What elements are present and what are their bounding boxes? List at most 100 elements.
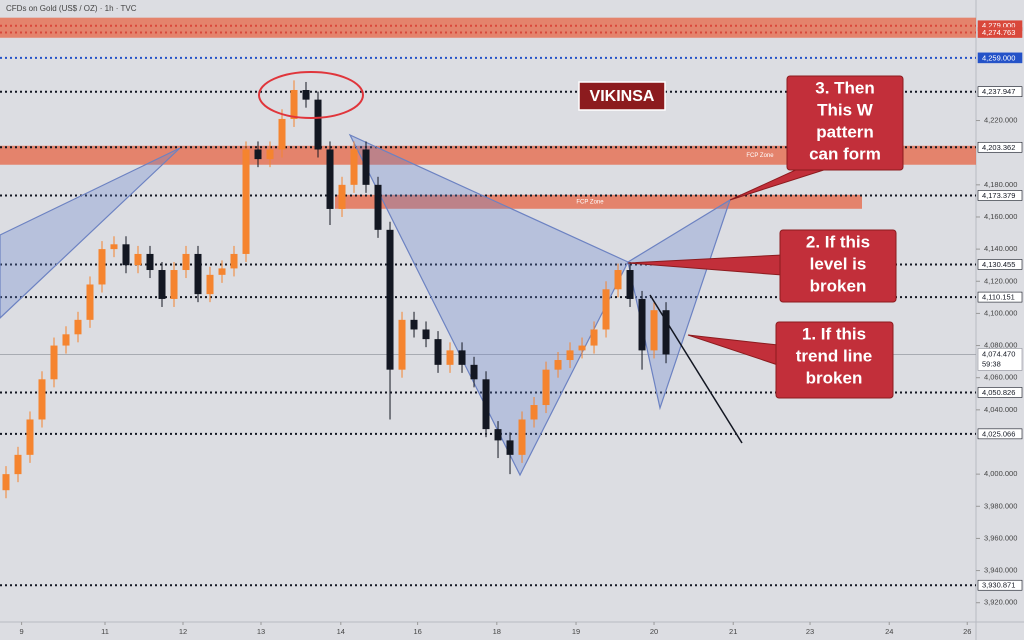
- candle-body: [482, 379, 490, 430]
- level-label: 3,930.871: [982, 581, 1015, 590]
- candle-body: [386, 229, 394, 370]
- y-tick-label: 4,040.000: [984, 405, 1017, 414]
- level-label: 4,203.362: [982, 143, 1015, 152]
- candle-body: [74, 319, 82, 335]
- candle-body: [110, 244, 118, 250]
- y-tick-label: 4,140.000: [984, 244, 1017, 253]
- candle-body: [314, 99, 322, 150]
- y-tick-label: 3,980.000: [984, 501, 1017, 510]
- x-tick-label: 11: [101, 627, 109, 636]
- candle-body: [494, 429, 502, 441]
- candle-body: [326, 149, 334, 209]
- callout-text: can form: [809, 144, 881, 163]
- highlight-circle: [258, 71, 364, 119]
- level-label: 4,259.000: [982, 53, 1015, 62]
- zone: [335, 194, 862, 209]
- candle-body: [578, 345, 586, 351]
- candle-body: [374, 184, 382, 230]
- watermark: VIKINSA: [590, 88, 655, 105]
- candle-body: [566, 350, 574, 361]
- candle-body: [602, 289, 610, 330]
- zone-label: FCP Zone: [746, 153, 774, 159]
- candle-body: [410, 319, 418, 330]
- callout-text: This W: [817, 100, 874, 119]
- callout-text: 1. If this: [802, 324, 866, 343]
- callout-text: broken: [806, 368, 863, 387]
- price-axis: [976, 0, 1024, 640]
- candle-body: [398, 319, 406, 370]
- x-tick-label: 23: [806, 627, 814, 636]
- level-badge: [977, 579, 1023, 591]
- candle-body: [38, 379, 46, 420]
- level-badge: [977, 141, 1023, 153]
- y-tick-label: 3,920.000: [984, 598, 1017, 607]
- x-tick-label: 9: [20, 627, 24, 636]
- callout-box: [775, 321, 894, 399]
- callout-text: pattern: [816, 122, 874, 141]
- candle-body: [62, 334, 70, 346]
- x-tick-label: 13: [257, 627, 265, 636]
- level-badge: [977, 86, 1023, 97]
- candle-body: [278, 118, 286, 150]
- y-tick-label: 4,080.000: [984, 341, 1017, 350]
- current-price-label: 4,074.470: [982, 349, 1015, 358]
- x-tick-label: 26: [963, 627, 971, 636]
- candle-body: [506, 440, 514, 455]
- y-tick-label: 4,000.000: [984, 469, 1017, 478]
- candle-body: [434, 339, 442, 365]
- level-label: 4,274.763: [982, 28, 1015, 37]
- level-badge: [977, 27, 1023, 38]
- candle-body: [470, 364, 478, 380]
- candle-body: [266, 149, 274, 160]
- candle-body: [2, 474, 10, 491]
- zone-label: FCP Zone: [576, 199, 604, 205]
- candle-body: [530, 405, 538, 420]
- y-tick-label: 4,180.000: [984, 180, 1017, 189]
- level-label: 4,110.151: [982, 293, 1015, 302]
- y-tick-label: 4,060.000: [984, 373, 1017, 382]
- callout-text: 3. Then: [815, 78, 875, 97]
- candle-body: [182, 253, 190, 271]
- x-tick-label: 18: [493, 627, 501, 636]
- x-tick-label: 24: [885, 627, 893, 636]
- watermark-box: [578, 81, 666, 111]
- candle-body: [242, 149, 250, 254]
- level-label: 4,050.826: [982, 388, 1015, 397]
- y-tick-label: 3,940.000: [984, 566, 1017, 575]
- callout-box: [779, 229, 897, 303]
- y-tick-label: 4,160.000: [984, 212, 1017, 221]
- candle-body: [254, 149, 262, 160]
- level-label: 4,237.947: [982, 87, 1015, 96]
- candle-body: [14, 454, 22, 475]
- y-tick-label: 4,220.000: [984, 116, 1017, 125]
- candle-body: [26, 419, 34, 455]
- callout-box: [786, 75, 904, 171]
- level-badge: [977, 387, 1023, 398]
- candle-body: [218, 268, 226, 275]
- level-badge: [977, 428, 1023, 440]
- level-label: 4,025.066: [982, 429, 1015, 438]
- candle-body: [158, 270, 166, 299]
- callout-text: trend line: [796, 346, 873, 365]
- candle-body: [650, 310, 658, 351]
- candle-body: [338, 184, 346, 209]
- candle-body: [542, 369, 550, 406]
- candle-body: [458, 350, 466, 365]
- countdown: 59:38: [982, 359, 1001, 368]
- candle-body: [170, 270, 178, 299]
- chart-title: CFDs on Gold (US$ / OZ) · 1h · TVC: [6, 4, 137, 13]
- candle-body: [86, 284, 94, 320]
- level-label: 4,279.000: [982, 21, 1015, 30]
- level-badge: [977, 190, 1023, 201]
- level-badge: [977, 259, 1023, 270]
- level-badge: [977, 52, 1023, 64]
- trend-line: [649, 294, 743, 444]
- candle-body: [230, 253, 238, 269]
- callout-text: broken: [810, 276, 867, 295]
- candle-body: [422, 329, 430, 340]
- y-tick-label: 4,120.000: [984, 276, 1017, 285]
- candle-body: [662, 310, 670, 355]
- candle-body: [98, 249, 106, 285]
- candle-body: [206, 274, 214, 295]
